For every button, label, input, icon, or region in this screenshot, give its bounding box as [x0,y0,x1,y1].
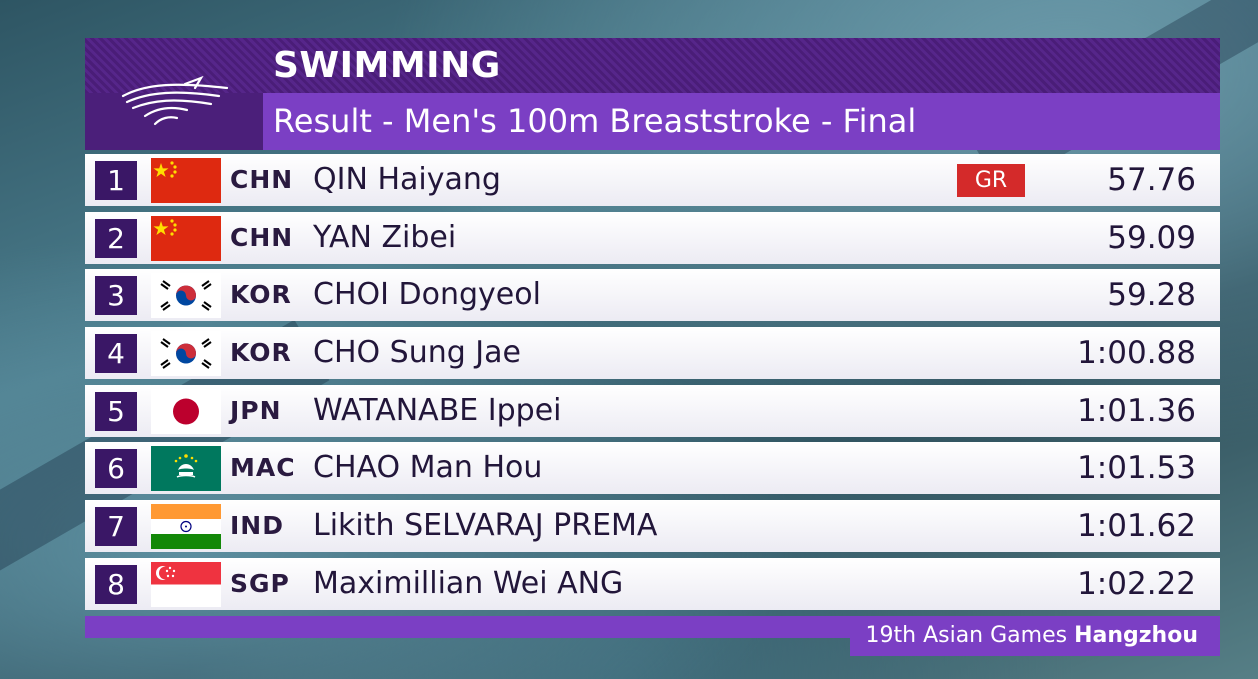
rank-box: 8 [95,564,137,604]
china-flag-icon [151,215,221,261]
result-time: 1:01.53 [1077,450,1196,487]
japan-flag-icon [151,388,221,434]
athlete-name: WATANABE Ippei [313,392,562,428]
athlete-name: Likith SELVARAJ PREMA [313,508,658,544]
result-row: 7 IND Likith SELVARAJ PREMA 1:01.62 [85,500,1220,553]
result-row: 6 MAC CHAO Man Hou 1:01.53 [85,442,1220,495]
result-time: 1:00.88 [1077,335,1196,372]
country-code: CHN [230,165,294,194]
rank-box: 4 [95,334,137,374]
result-time: 1:01.62 [1077,508,1196,545]
footer-text: 19th Asian Games Hangzhou [866,621,1198,651]
singapore-flag-icon [151,561,221,607]
results-board: SWIMMING Result - Men's 100m Breaststrok… [85,38,1220,658]
athlete-name: YAN Zibei [313,219,457,255]
macau-flag-icon [151,446,221,492]
china-flag-icon [151,158,221,203]
rank-box: 1 [95,161,137,200]
rank-box: 5 [95,391,137,431]
result-time: 59.09 [1107,219,1196,256]
results-list: 1 CHN QIN Haiyang GR 57.76 2 [85,154,1220,616]
event-title: Result - Men's 100m Breaststroke - Final [273,102,917,140]
header-pattern [85,38,1220,93]
result-row: 1 CHN QIN Haiyang GR 57.76 [85,154,1220,206]
footer-branding: 19th Asian Games Hangzhou [850,616,1220,656]
country-code: IND [230,511,284,541]
result-row: 2 CHN YAN Zibei 59.09 [85,211,1220,264]
country-code: SGP [230,568,290,598]
rank-box: 3 [95,276,137,316]
korea-flag-icon [151,273,221,319]
result-row: 5 JPN WATANABE Ippei 1:01.36 [85,384,1220,437]
athlete-name: CHO Sung Jae [313,335,521,371]
result-time: 1:02.22 [1077,565,1196,602]
games-name: 19th Asian Games [865,623,1068,648]
athlete-name: CHAO Man Hou [313,450,543,486]
result-row: 4 KOR CHO Sung Jae 1:00.88 [85,327,1220,380]
country-code: KOR [230,338,292,368]
country-code: JPN [230,395,282,425]
result-time: 59.28 [1107,277,1196,314]
result-row: 8 SGP Maximillian Wei ANG 1:02.22 [85,557,1220,610]
rank-box: 6 [95,449,137,489]
country-code: KOR [230,280,292,310]
result-row: 3 KOR CHOI Dongyeol 59.28 [85,269,1220,322]
india-flag-icon [151,504,221,550]
sport-title: SWIMMING [273,45,501,86]
country-code: CHN [230,222,294,252]
athlete-name: CHOI Dongyeol [313,277,541,313]
record-badge: GR [957,164,1025,197]
rank-box: 7 [95,507,137,547]
athlete-name: QIN Haiyang [313,162,501,197]
result-time: 1:01.36 [1077,392,1196,429]
athlete-name: Maximillian Wei ANG [313,565,624,601]
asian-games-logo-icon [121,75,229,126]
rank-box: 2 [95,218,137,258]
board-header: SWIMMING Result - Men's 100m Breaststrok… [85,38,1220,150]
host-city: Hangzhou [1074,623,1198,648]
country-code: MAC [230,453,296,483]
korea-flag-icon [151,331,221,377]
event-bar: Result - Men's 100m Breaststroke - Final [263,93,1220,150]
result-time: 57.76 [1107,162,1196,198]
